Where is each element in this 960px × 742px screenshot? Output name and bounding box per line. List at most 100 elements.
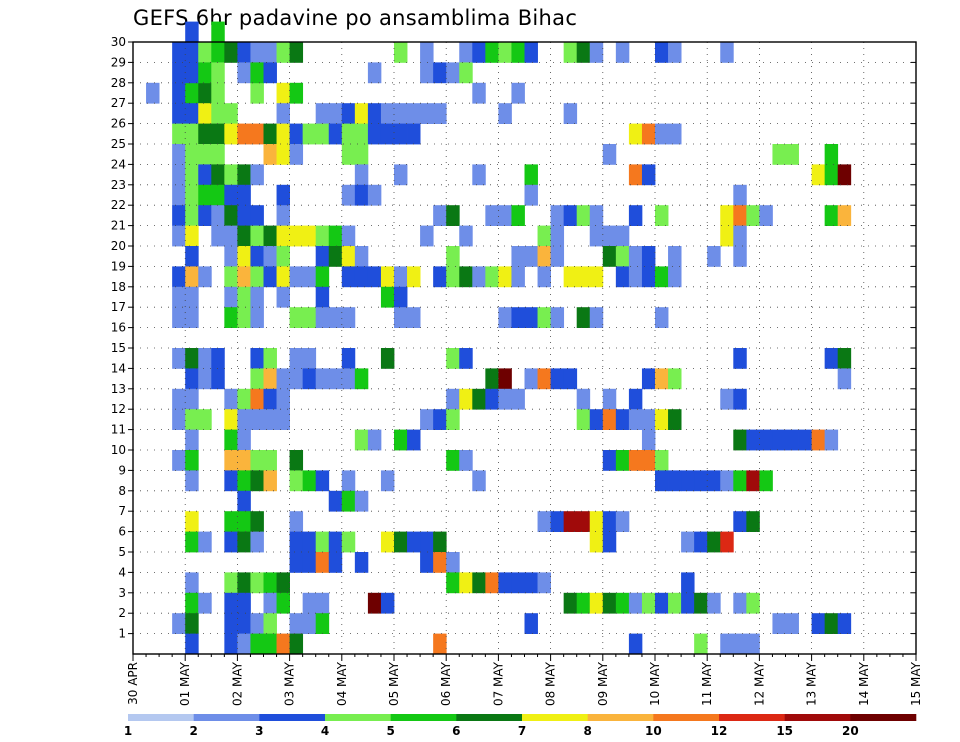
heatmap-cell	[394, 307, 408, 328]
heatmap-cell	[211, 21, 225, 43]
heatmap-cell	[237, 123, 251, 145]
heatmap-cell	[354, 368, 369, 390]
heatmap-cell	[224, 511, 238, 532]
heatmap-cell	[328, 225, 343, 247]
heatmap-cell	[602, 225, 617, 247]
heatmap-cell	[224, 409, 238, 430]
heatmap-cell	[485, 572, 499, 594]
heatmap-cell	[602, 144, 617, 165]
heatmap-cell	[589, 205, 604, 226]
heatmap-cell	[302, 613, 317, 634]
heatmap-cell	[341, 144, 356, 165]
heatmap-cell	[524, 184, 538, 206]
heatmap-cell	[707, 246, 721, 267]
heatmap-cell	[772, 613, 786, 634]
heatmap-cell	[720, 633, 734, 655]
heatmap-cell	[537, 225, 551, 247]
heatmap-cell	[459, 42, 473, 63]
heatmap-cell	[237, 592, 251, 614]
heatmap-cell	[407, 307, 421, 328]
colorbar-label: 3	[255, 724, 263, 738]
colorbar-segment	[719, 714, 785, 721]
heatmap-cell	[563, 266, 578, 288]
heatmap-cell	[185, 266, 199, 288]
heatmap-cell	[354, 123, 369, 145]
heatmap-cell	[537, 266, 551, 288]
colorbar-segment	[456, 714, 523, 721]
heatmap-cell	[315, 286, 330, 308]
heatmap-cell	[433, 409, 447, 430]
heatmap-cell	[498, 103, 512, 124]
heatmap-cell	[198, 164, 212, 186]
colorbar-label: 2	[189, 724, 197, 738]
colorbar-label: 4	[321, 724, 329, 738]
heatmap-cell	[733, 205, 747, 226]
heatmap-cell	[459, 348, 473, 369]
heatmap-cell	[394, 42, 408, 63]
heatmap-cell	[315, 307, 330, 328]
heatmap-cell	[276, 266, 290, 288]
heatmap-cell	[628, 388, 643, 410]
heatmap-cell	[315, 613, 330, 634]
heatmap-cell	[237, 450, 251, 471]
heatmap-cell	[185, 286, 199, 308]
y-tick-label: 10	[111, 443, 126, 457]
heatmap-cell	[472, 470, 486, 492]
y-tick-label: 21	[111, 219, 126, 233]
heatmap-cell	[198, 123, 212, 145]
heatmap-cell	[720, 225, 734, 247]
heatmap-cell	[511, 246, 525, 267]
colorbar-segment	[128, 714, 194, 721]
heatmap-cell	[250, 633, 264, 655]
heatmap-cell	[576, 307, 591, 328]
colorbar-label: 8	[583, 724, 591, 738]
heatmap-cell	[694, 592, 708, 614]
colorbar-segment	[259, 714, 326, 721]
heatmap-cell	[367, 62, 382, 84]
heatmap-cell	[628, 633, 643, 655]
heatmap-cell	[511, 572, 525, 594]
heatmap-cell	[263, 348, 277, 369]
heatmap-cell	[380, 470, 395, 492]
heatmap-cell	[576, 388, 591, 410]
heatmap-cell	[276, 246, 290, 267]
heatmap-cell	[289, 368, 304, 390]
heatmap-cell	[668, 368, 682, 390]
heatmap-cell	[185, 572, 199, 594]
heatmap-cell	[211, 348, 225, 369]
heatmap-cell	[537, 246, 551, 267]
heatmap-cell	[524, 613, 538, 634]
heatmap-cell	[694, 531, 708, 553]
heatmap-cell	[172, 144, 186, 165]
heatmap-cell	[733, 246, 747, 267]
heatmap-cell	[602, 409, 617, 430]
heatmap-cell	[263, 592, 277, 614]
heatmap-cell	[341, 348, 356, 369]
heatmap-cell	[733, 388, 747, 410]
heatmap-cell	[641, 368, 656, 390]
heatmap-cell	[224, 286, 238, 308]
heatmap-cell	[733, 470, 747, 492]
heatmap-cell	[185, 409, 199, 430]
heatmap-cell	[733, 633, 747, 655]
heatmap-cell	[655, 307, 669, 328]
heatmap-cell	[185, 368, 199, 390]
heatmap-cell	[367, 429, 382, 451]
heatmap-cell	[733, 592, 747, 614]
heatmap-cell	[563, 103, 578, 124]
heatmap-cell	[172, 613, 186, 634]
heatmap-cell	[185, 348, 199, 369]
heatmap-cell	[315, 123, 330, 145]
heatmap-cell	[276, 123, 290, 145]
heatmap-cell	[655, 592, 669, 614]
heatmap-cell	[211, 225, 225, 247]
heatmap-cell	[263, 246, 277, 267]
colorbar-label: 6	[452, 724, 460, 738]
y-tick-label: 22	[111, 198, 126, 212]
y-tick-label: 28	[111, 76, 126, 90]
heatmap-cell	[315, 368, 330, 390]
heatmap-cell	[641, 429, 656, 451]
heatmap-cell	[602, 531, 617, 553]
heatmap-cell	[224, 429, 238, 451]
heatmap-cell	[302, 531, 317, 553]
